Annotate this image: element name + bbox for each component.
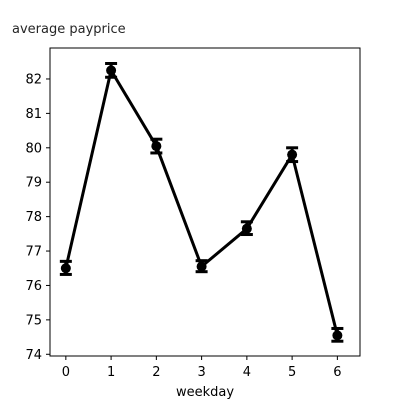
x-axis-label: weekday	[176, 385, 234, 400]
x-tick-label: 0	[62, 365, 70, 380]
series-line	[64, 68, 339, 336]
x-tick-label: 4	[243, 365, 251, 380]
y-ticks: 74 75 76 77 78 79 80 81 82	[25, 72, 50, 363]
y-tick-label: 82	[25, 72, 42, 87]
y-tick-label: 75	[25, 313, 42, 328]
x-ticks: 0 1 2 3 4 5 6	[62, 356, 342, 380]
y-tick-label: 78	[25, 210, 42, 225]
data-point	[60, 263, 71, 274]
y-tick-label: 74	[25, 348, 42, 363]
data-point	[332, 330, 343, 341]
y-tick-label: 80	[25, 141, 42, 156]
data-point	[106, 65, 117, 76]
y-tick-label: 76	[25, 279, 42, 294]
y-tick-label: 77	[25, 245, 42, 260]
x-tick-label: 5	[288, 365, 296, 380]
x-tick-label: 3	[197, 365, 205, 380]
data-point	[196, 261, 207, 272]
x-tick-label: 1	[107, 365, 115, 380]
x-tick-label: 6	[333, 365, 341, 380]
data-point	[287, 149, 298, 160]
y-tick-label: 81	[25, 107, 42, 122]
data-point	[241, 223, 252, 234]
chart-title: average payprice	[12, 22, 126, 37]
x-tick-label: 2	[152, 365, 160, 380]
y-tick-label: 79	[25, 176, 42, 191]
data-point	[151, 141, 162, 152]
plot-frame	[49, 47, 361, 357]
data-points	[60, 65, 343, 341]
